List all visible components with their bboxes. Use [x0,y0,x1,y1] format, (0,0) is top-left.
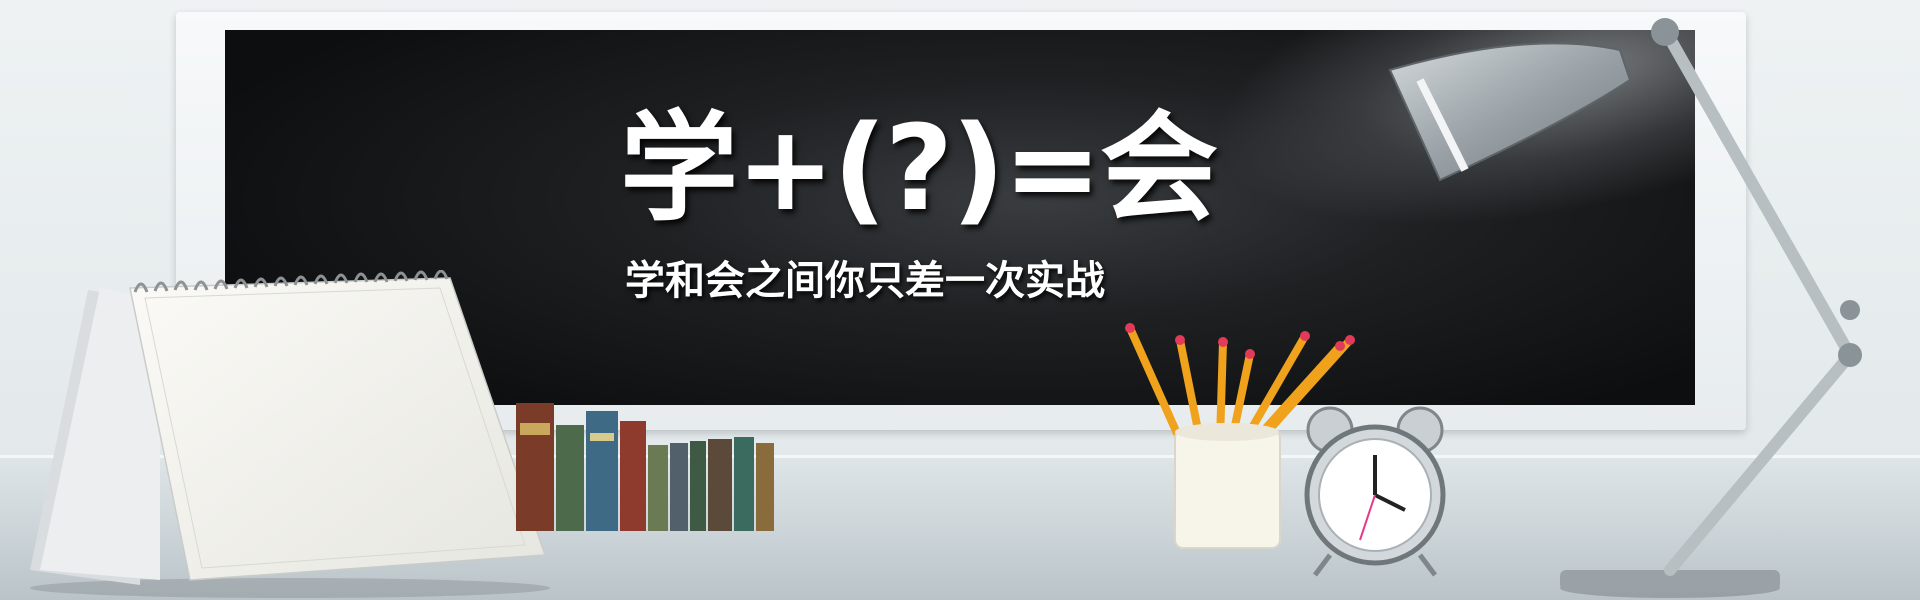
banner-subline: 学和会之间你只差一次实战 [625,258,1105,304]
desk-lamp-icon [1388,18,1862,598]
desk-calendar-icon [30,270,550,598]
banner-headline: 学+(?)=会 [620,99,1218,237]
book-row-icon [516,403,774,531]
pencil-cup-icon [1125,323,1355,549]
alarm-clock-icon [1304,406,1446,577]
desk-edge [0,455,1920,458]
